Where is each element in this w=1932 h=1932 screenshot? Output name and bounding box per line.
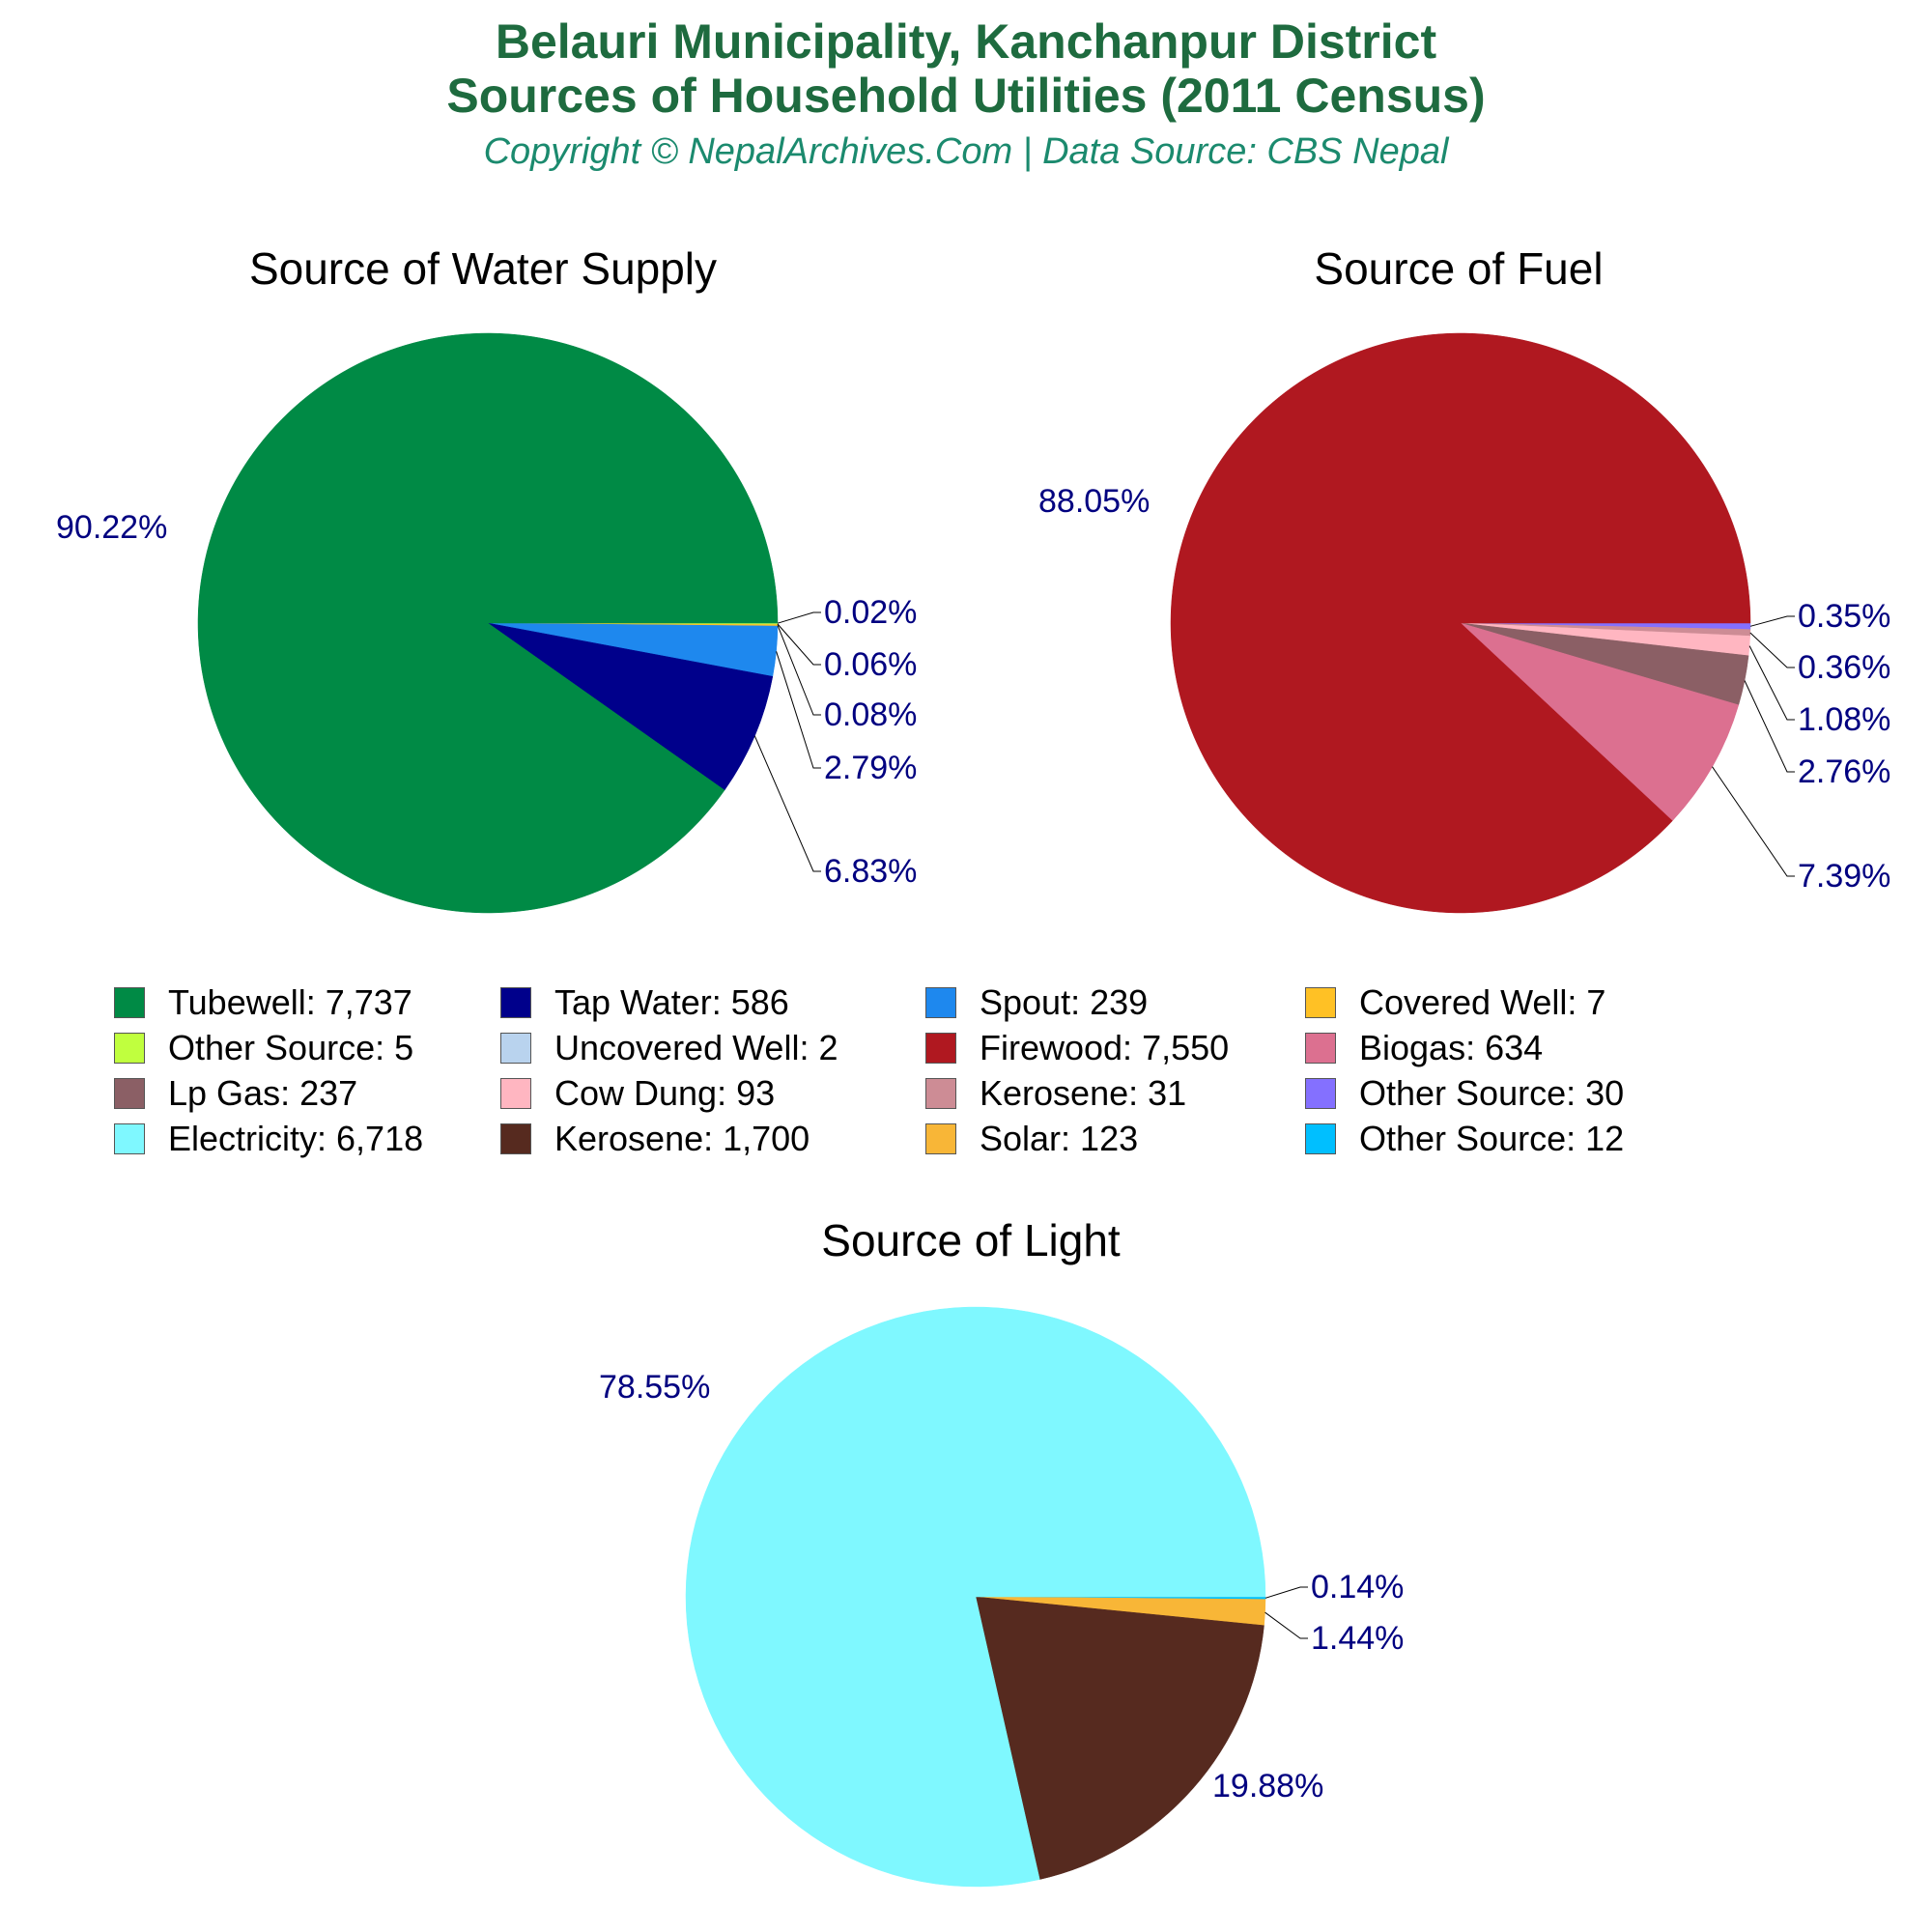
legend-item: Tubewell: 7,737: [114, 981, 412, 1024]
source-of-fuel-label-kerosene: 0.36%: [1798, 649, 1890, 686]
source-of-light-label-solar: 1.44%: [1311, 1620, 1404, 1657]
source-of-water-supply-leader-tap-water: [753, 735, 821, 872]
legend-item: Tap Water: 586: [500, 981, 789, 1024]
source-of-water-supply-label-covered-well: 0.08%: [824, 696, 917, 733]
legend-label: Other Source: 30: [1359, 1073, 1625, 1113]
legend-label: Tubewell: 7,737: [168, 982, 412, 1022]
legend-swatch: [114, 1033, 145, 1064]
source-of-water-supply-leader-other-source: [777, 623, 821, 666]
legend-label: Spout: 239: [980, 982, 1149, 1022]
source-of-fuel-label-lp-gas: 2.76%: [1798, 753, 1890, 790]
source-of-fuel-label-biogas: 7.39%: [1798, 858, 1890, 895]
legend-swatch: [925, 1123, 956, 1154]
legend-item: Solar: 123: [925, 1118, 1138, 1160]
legend-label: Kerosene: 31: [980, 1073, 1187, 1113]
legend-swatch: [500, 1033, 531, 1064]
legend-item: Electricity: 6,718: [114, 1118, 423, 1160]
legend-label: Cow Dung: 93: [554, 1073, 776, 1113]
legend-label: Lp Gas: 237: [168, 1073, 358, 1113]
source-of-water-supply-label-tap-water: 6.83%: [824, 853, 917, 890]
legend-swatch: [500, 987, 531, 1018]
source-of-water-supply-slice-tap-water: [487, 622, 774, 791]
legend-swatch: [925, 1033, 956, 1064]
legend-item: Kerosene: 1,700: [500, 1118, 810, 1160]
source-of-water-supply-label-other-source: 0.06%: [824, 646, 917, 683]
source-of-fuel-leader-lp-gas: [1744, 680, 1795, 773]
legend-item: Other Source: 12: [1305, 1118, 1624, 1160]
legend-item: Spout: 239: [925, 981, 1148, 1024]
source-of-light-title: Source of Light: [821, 1215, 1121, 1265]
source-of-light-slice-electricity: [685, 1306, 1266, 1888]
source-of-fuel-title: Source of Fuel: [1314, 243, 1603, 294]
source-of-fuel-label-cow-dung: 1.08%: [1798, 701, 1890, 738]
legend-item: Other Source: 5: [114, 1027, 413, 1069]
source-of-water-supply-label-tubewell: 90.22%: [56, 509, 167, 546]
legend-swatch: [500, 1123, 531, 1154]
legend-swatch: [925, 1078, 956, 1109]
source-of-light-slice-kerosene: [975, 1596, 1264, 1880]
legend-item: Other Source: 30: [1305, 1072, 1624, 1115]
main-title-line1: Belauri Municipality, Kanchanpur Distric…: [495, 14, 1437, 69]
source-of-water-supply-leader-covered-well: [777, 625, 821, 716]
source-of-light-leader-solar: [1264, 1611, 1308, 1639]
legend-swatch: [1305, 1078, 1336, 1109]
legend-item: Firewood: 7,550: [925, 1027, 1229, 1069]
legend-swatch: [114, 987, 145, 1018]
legend-item: Lp Gas: 237: [114, 1072, 357, 1115]
legend-swatch: [114, 1078, 145, 1109]
legend-swatch: [1305, 1123, 1336, 1154]
legend-swatch: [925, 987, 956, 1018]
source-of-water-supply-leader-uncovered-well: [777, 611, 821, 624]
legend-label: Covered Well: 7: [1359, 982, 1606, 1022]
legend-label: Uncovered Well: 2: [554, 1028, 838, 1067]
source-of-fuel-leader-kerosene: [1749, 632, 1795, 668]
legend-label: Other Source: 12: [1359, 1119, 1625, 1158]
source-of-light-label-other-source: 0.14%: [1311, 1569, 1404, 1605]
source-of-light-label-kerosene: 19.88%: [1212, 1768, 1323, 1804]
source-of-fuel-label-other-source: 0.35%: [1798, 598, 1890, 635]
source-of-water-supply-title: Source of Water Supply: [249, 243, 717, 294]
source-of-water-supply-label-spout: 2.79%: [824, 750, 917, 786]
legend-label: Firewood: 7,550: [980, 1028, 1230, 1067]
legend-item: Cow Dung: 93: [500, 1072, 775, 1115]
source-of-fuel-leader-cow-dung: [1748, 645, 1795, 721]
legend-swatch: [1305, 987, 1336, 1018]
source-of-light-label-electricity: 78.55%: [599, 1369, 710, 1406]
source-of-light-leader-other-source: [1264, 1586, 1308, 1599]
legend-swatch: [500, 1078, 531, 1109]
legend-swatch: [1305, 1033, 1336, 1064]
source-of-water-supply-slice-tubewell: [197, 332, 779, 914]
source-of-fuel-slice-firewood: [1170, 332, 1751, 914]
source-of-fuel-leader-biogas: [1712, 766, 1795, 877]
source-of-fuel-leader-other-source: [1749, 615, 1795, 627]
source-of-water-supply-label-uncovered-well: 0.02%: [824, 594, 917, 631]
main-title-line2: Sources of Household Utilities (2011 Cen…: [446, 69, 1486, 123]
source-of-water-supply-leader-spout: [776, 651, 821, 769]
legend-label: Electricity: 6,718: [168, 1119, 424, 1158]
legend-label: Kerosene: 1,700: [554, 1119, 810, 1158]
legend-label: Biogas: 634: [1359, 1028, 1544, 1067]
legend-label: Solar: 123: [980, 1119, 1139, 1158]
legend-label: Tap Water: 586: [554, 982, 789, 1022]
legend-swatch: [114, 1123, 145, 1154]
legend-item: Biogas: 634: [1305, 1027, 1543, 1069]
copyright-subtitle: Copyright © NepalArchives.Com | Data Sou…: [483, 131, 1449, 172]
source-of-fuel-label-firewood: 88.05%: [1038, 483, 1150, 520]
legend-label: Other Source: 5: [168, 1028, 414, 1067]
legend-item: Covered Well: 7: [1305, 981, 1605, 1024]
legend-item: Uncovered Well: 2: [500, 1027, 838, 1069]
legend-item: Kerosene: 31: [925, 1072, 1186, 1115]
